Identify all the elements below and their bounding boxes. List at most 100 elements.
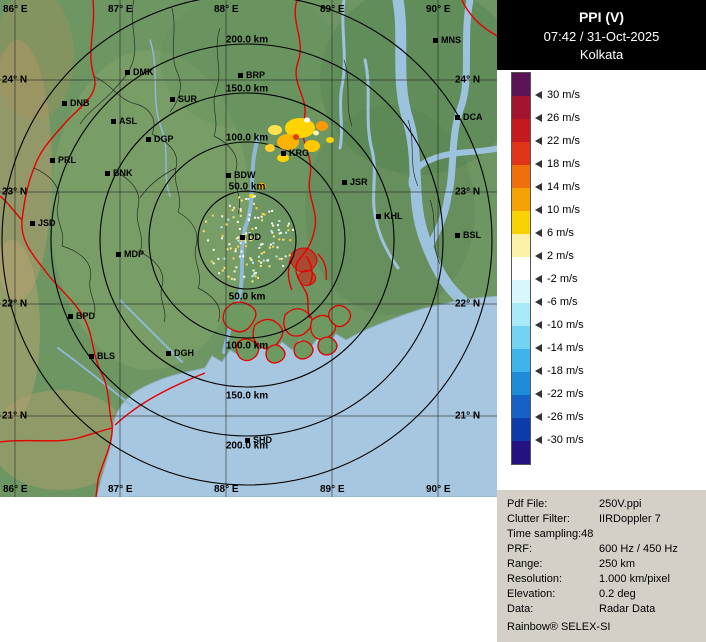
- scale-tick: 26 m/s: [535, 112, 580, 124]
- scale-tick: -30 m/s: [535, 434, 584, 446]
- range-rings: [1, 0, 493, 486]
- scale-tick: -22 m/s: [535, 388, 584, 400]
- tick-arrow-icon: [535, 344, 542, 352]
- scale-tick: 30 m/s: [535, 89, 580, 101]
- scale-tick-label: 22 m/s: [547, 135, 581, 147]
- info-label: Elevation:: [507, 588, 556, 600]
- scale-tick-label: -6 m/s: [547, 296, 578, 308]
- radar-speckle-field: [202, 195, 295, 283]
- tick-arrow-icon: [535, 137, 542, 145]
- radar-map: MNS DMK BRP SUR DNB DCA ASL DGP KRG PRL BNK BDW JSR K…: [0, 0, 500, 497]
- scale-tick-label: -2 m/s: [547, 273, 578, 285]
- info-value: IIRDoppler 7: [599, 513, 661, 525]
- info-label: Pdf File:: [507, 498, 548, 510]
- tick-arrow-icon: [535, 413, 542, 421]
- colorbar-band: [512, 349, 530, 372]
- scale-tick: -14 m/s: [535, 342, 584, 354]
- tick-arrow-icon: [535, 206, 542, 214]
- district-boundaries: [33, 0, 441, 323]
- scale-tick: 22 m/s: [535, 135, 580, 147]
- scale-tick-label: 14 m/s: [547, 181, 581, 193]
- scale-tick-label: -10 m/s: [547, 319, 584, 331]
- tick-arrow-icon: [535, 436, 542, 444]
- colorbar-band: [512, 165, 530, 188]
- info-row: Time sampling:48: [507, 527, 700, 542]
- scale-tick: -26 m/s: [535, 411, 584, 423]
- scale-tick-label: -30 m/s: [547, 434, 584, 446]
- info-value: Radar Data: [599, 603, 656, 615]
- tick-arrow-icon: [535, 114, 542, 122]
- scale-tick-label: 10 m/s: [547, 204, 581, 216]
- scale-tick: -18 m/s: [535, 365, 584, 377]
- colorbar-band: [512, 418, 530, 441]
- info-row: PRF: 600 Hz / 450 Hz: [507, 542, 700, 557]
- info-row: Data: Radar Data: [507, 602, 700, 617]
- scan-datetime: 07:42 / 31-Oct-2025: [543, 29, 660, 44]
- scale-tick-label: 26 m/s: [547, 112, 581, 124]
- scale-tick: 18 m/s: [535, 158, 580, 170]
- velocity-color-scale: 30 m/s 26 m/s 22 m/s 18 m/s 14 m/s 10 m/s 6 m/…: [497, 70, 706, 490]
- info-label: Time sampling:48: [507, 528, 594, 540]
- border-knot: [297, 269, 317, 287]
- latlon-grid: [0, 0, 500, 497]
- scale-tick-label: -26 m/s: [547, 411, 584, 423]
- brand-label: Rainbow® SELEX-SI: [507, 621, 611, 633]
- scale-tick: -6 m/s: [535, 296, 578, 308]
- colorbar-band: [512, 372, 530, 395]
- info-label: Clutter Filter:: [507, 513, 570, 525]
- info-value: 250 km: [599, 558, 636, 570]
- info-row: Clutter Filter: IIRDoppler 7: [507, 512, 700, 527]
- scale-tick: -10 m/s: [535, 319, 584, 331]
- info-value: 250V.ppi: [599, 498, 642, 510]
- scale-tick: 14 m/s: [535, 181, 580, 193]
- info-label: Range:: [507, 558, 543, 570]
- info-row: Range: 250 km: [507, 557, 700, 572]
- colorbar-band: [512, 326, 530, 349]
- info-label: Data:: [507, 603, 534, 615]
- info-label: Resolution:: [507, 573, 563, 585]
- info-row: Elevation: 0.2 deg: [507, 587, 700, 602]
- colorbar-band: [512, 211, 530, 234]
- tick-arrow-icon: [535, 390, 542, 398]
- colorbar-band: [512, 119, 530, 142]
- station-name: Kolkata: [579, 47, 624, 62]
- scale-tick-label: 6 m/s: [547, 227, 574, 239]
- state-borders: [0, 0, 500, 497]
- tick-arrow-icon: [535, 91, 542, 99]
- scale-tick-label: -22 m/s: [547, 388, 584, 400]
- info-value: 0.2 deg: [599, 588, 636, 600]
- tick-arrow-icon: [535, 275, 542, 283]
- colorbar: [511, 72, 531, 465]
- scale-tick-label: 30 m/s: [547, 89, 581, 101]
- scale-tick-label: -14 m/s: [547, 342, 584, 354]
- tick-arrow-icon: [535, 183, 542, 191]
- tick-arrow-icon: [535, 160, 542, 168]
- info-panel: Pdf File: 250V.ppi Clutter Filter: IIRDoppl…: [497, 490, 706, 642]
- colorbar-band: [512, 234, 530, 257]
- tick-arrow-icon: [535, 229, 542, 237]
- colorbar-band: [512, 441, 530, 464]
- colorbar-band: [512, 96, 530, 119]
- info-row: Pdf File: 250V.ppi: [507, 497, 700, 512]
- side-panel: PPI (V) 07:42 / 31-Oct-2025 Kolkata 30 m…: [497, 0, 706, 642]
- scale-tick: 2 m/s: [535, 250, 574, 262]
- info-label: PRF:: [507, 543, 533, 555]
- tick-arrow-icon: [535, 298, 542, 306]
- scale-tick-label: 2 m/s: [547, 250, 574, 262]
- info-value: 600 Hz / 450 Hz: [599, 543, 678, 555]
- tick-arrow-icon: [535, 367, 542, 375]
- colorbar-band: [512, 257, 530, 280]
- product-title: PPI (V): [578, 9, 625, 25]
- radar-echo-cluster: [249, 117, 334, 198]
- colorbar-band: [512, 188, 530, 211]
- scale-tick: -2 m/s: [535, 273, 578, 285]
- tick-arrow-icon: [535, 252, 542, 260]
- border-knot: [289, 247, 318, 273]
- scale-tick: 6 m/s: [535, 227, 574, 239]
- info-row: Resolution: 1.000 km/pixel: [507, 572, 700, 587]
- panel-header: PPI (V) 07:42 / 31-Oct-2025 Kolkata: [497, 0, 706, 70]
- colorbar-band: [512, 142, 530, 165]
- scale-tick-label: 18 m/s: [547, 158, 581, 170]
- info-value: 1.000 km/pixel: [599, 573, 670, 585]
